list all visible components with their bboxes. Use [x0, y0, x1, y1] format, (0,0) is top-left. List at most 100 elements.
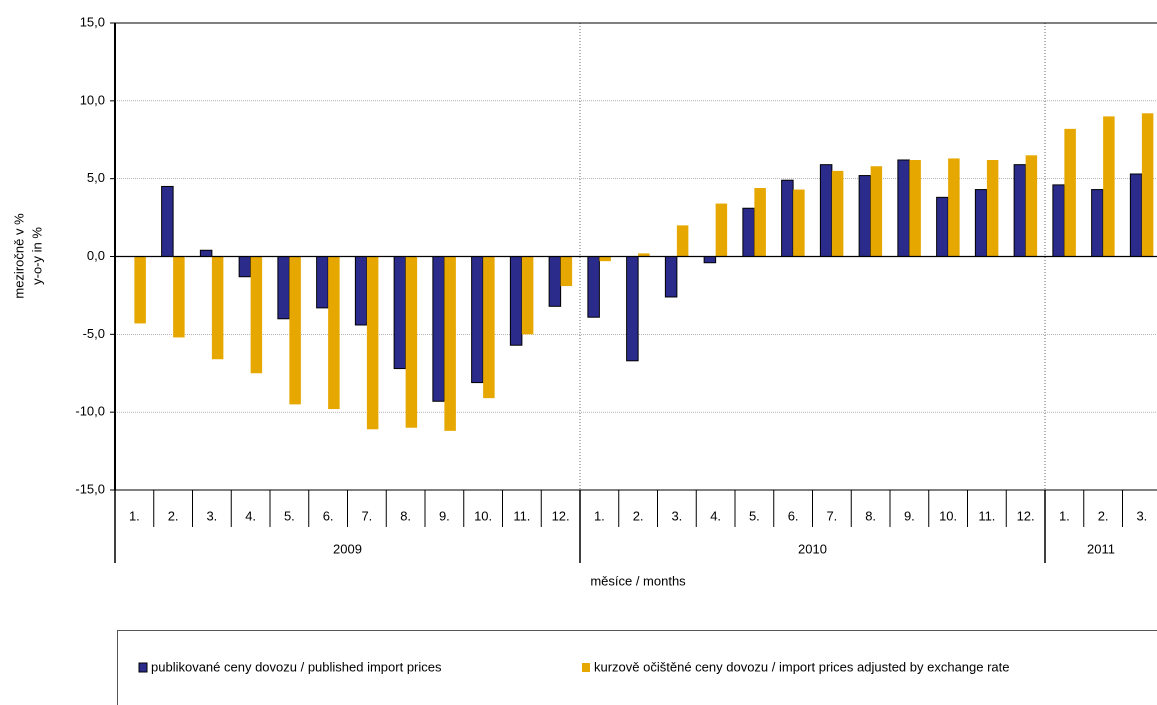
- bar: [599, 256, 611, 262]
- bar: [250, 256, 263, 374]
- x-tick-label: 9.: [904, 508, 915, 523]
- bar: [793, 189, 805, 257]
- bar: [1013, 164, 1027, 257]
- x-tick-label: 9.: [439, 508, 450, 523]
- x-tick-label: 8.: [400, 508, 411, 523]
- bar: [289, 256, 301, 405]
- bar: [664, 256, 678, 298]
- x-tick-label: 5.: [284, 508, 295, 523]
- x-tick-label: 12.: [1017, 508, 1035, 523]
- bar: [393, 256, 407, 370]
- bar: [211, 256, 224, 360]
- y-tick-label: 5,0: [87, 170, 105, 185]
- x-tick-label: 11.: [978, 508, 995, 523]
- bar: [471, 256, 484, 384]
- bar: [897, 159, 910, 257]
- bar: [819, 164, 833, 257]
- bar: [587, 256, 600, 318]
- bar: [1025, 155, 1038, 257]
- bar: [858, 175, 872, 257]
- year-label: 2010: [798, 541, 827, 556]
- x-tick-label: 3.: [1136, 508, 1147, 523]
- x-tick-label: 1.: [1059, 508, 1070, 523]
- bar: [548, 256, 562, 307]
- bar: [638, 253, 650, 257]
- legend-swatch: [138, 662, 148, 673]
- x-tick-label: 4.: [245, 508, 256, 523]
- legend-label: kurzově očištěné ceny dovozu / import pr…: [594, 659, 1010, 674]
- x-tick-label: 7.: [361, 508, 372, 523]
- bar: [1052, 184, 1065, 257]
- x-axis-label: měsíce / months: [590, 573, 686, 588]
- bar: [754, 188, 766, 257]
- bar: [238, 256, 252, 278]
- legend-box: [117, 630, 1157, 705]
- bar: [199, 249, 213, 257]
- bar: [1064, 128, 1076, 257]
- bar: [328, 256, 340, 410]
- bar: [870, 166, 883, 257]
- bar: [521, 256, 534, 335]
- x-tick-label: 12.: [552, 508, 570, 523]
- bar: [1103, 116, 1115, 257]
- bar: [1141, 113, 1154, 257]
- bar: [742, 207, 755, 257]
- x-tick-label: 10.: [474, 508, 492, 523]
- bar: [974, 189, 988, 258]
- bar: [560, 256, 573, 287]
- bar: [626, 256, 639, 362]
- x-tick-label: 3.: [206, 508, 217, 523]
- y-tick-label: 15,0: [80, 14, 105, 29]
- bar: [134, 256, 146, 324]
- bar: [909, 159, 921, 257]
- bar: [316, 256, 329, 309]
- bar: [173, 256, 185, 338]
- bar: [277, 256, 290, 320]
- bar: [948, 158, 960, 257]
- bar: [986, 159, 999, 257]
- x-tick-label: 10.: [939, 508, 957, 523]
- x-tick-label: 2.: [1098, 508, 1109, 523]
- y-tick-label: -5,0: [83, 326, 105, 341]
- bar: [1091, 189, 1104, 258]
- bar: [831, 170, 844, 257]
- x-tick-label: 11.: [513, 508, 530, 523]
- x-tick-label: 8.: [865, 508, 876, 523]
- bar: [936, 196, 949, 257]
- bar: [1129, 173, 1143, 258]
- bar: [444, 256, 456, 431]
- x-tick-label: 1.: [129, 508, 140, 523]
- legend-label: publikované ceny dovozu / published impo…: [151, 659, 442, 674]
- bar: [676, 225, 689, 257]
- y-axis-label: y-o-y in %: [29, 227, 44, 285]
- bar: [366, 256, 379, 430]
- x-tick-label: 5.: [749, 508, 760, 523]
- x-tick-label: 6.: [788, 508, 799, 523]
- x-tick-label: 1.: [594, 508, 605, 523]
- y-axis-label: meziročně v %: [11, 213, 26, 299]
- year-label: 2011: [1087, 541, 1115, 556]
- bar: [483, 256, 495, 399]
- bar: [781, 179, 794, 257]
- x-tick-label: 3.: [671, 508, 682, 523]
- bar: [432, 256, 445, 402]
- bar: [715, 203, 728, 257]
- x-tick-label: 2.: [633, 508, 644, 523]
- x-tick-label: 2.: [168, 508, 179, 523]
- y-tick-label: -15,0: [75, 481, 105, 496]
- y-tick-label: 0,0: [87, 248, 105, 263]
- bar: [405, 256, 418, 428]
- y-tick-label: 10,0: [80, 92, 105, 107]
- bar: [703, 256, 717, 264]
- bar: [509, 256, 523, 346]
- bar: [354, 256, 368, 326]
- bar: [161, 185, 174, 257]
- legend-swatch: [582, 663, 590, 672]
- y-tick-label: -10,0: [75, 404, 105, 419]
- year-label: 2009: [333, 541, 362, 556]
- x-tick-label: 4.: [710, 508, 721, 523]
- x-tick-label: 6.: [323, 508, 334, 523]
- x-tick-label: 7.: [826, 508, 837, 523]
